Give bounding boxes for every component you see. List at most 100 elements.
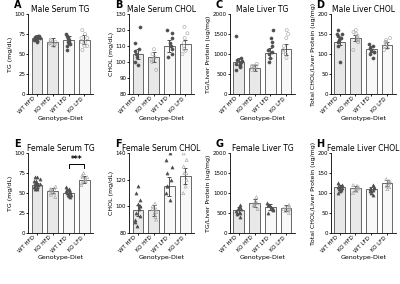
Bar (234, 210, 244, 233)
Point (52, 195, 58, 199)
Point (352, 28, 359, 32)
Point (133, 211, 139, 215)
Point (67, 41, 74, 46)
Point (134, 224, 140, 229)
Point (36, 177, 43, 181)
Point (367, 187, 373, 191)
Point (370, 193, 376, 197)
Point (267, 56, 274, 60)
Point (270, 208, 276, 212)
Point (52, 42, 58, 47)
Point (167, 151, 173, 156)
Point (150, 204, 156, 209)
Point (266, 52, 272, 56)
Point (335, 191, 342, 195)
Point (167, 197, 174, 202)
X-axis label: Genotype-Diet: Genotype-Diet (240, 116, 286, 121)
Point (254, 207, 261, 211)
Point (383, 40, 389, 44)
Point (168, 44, 174, 48)
Point (153, 207, 159, 211)
Bar (164, 46, 175, 221)
Point (78, 40, 85, 44)
Point (336, 38, 342, 42)
Point (386, 185, 392, 189)
Point (65, 36, 72, 40)
Point (339, 32, 345, 36)
Point (32, 183, 38, 187)
Point (250, 66, 257, 70)
Text: D: D (316, 0, 324, 10)
Point (137, 213, 144, 218)
Point (182, 49, 189, 53)
Point (164, 28, 170, 32)
Point (32, 175, 38, 179)
Point (135, 201, 141, 206)
Point (253, 64, 260, 68)
Y-axis label: Total CHOL/Liver Protein (ug/mg): Total CHOL/Liver Protein (ug/mg) (310, 2, 316, 106)
Point (82, 32, 88, 36)
Point (82, 179, 89, 183)
Point (370, 188, 376, 192)
Point (32, 181, 38, 185)
Point (67, 195, 73, 199)
Bar (249, 203, 260, 233)
Point (52, 185, 59, 189)
Point (181, 41, 187, 45)
Point (264, 201, 270, 205)
Point (132, 217, 138, 222)
Point (49, 189, 56, 194)
Point (132, 41, 138, 45)
Text: A: A (14, 0, 21, 10)
Point (335, 44, 342, 48)
Bar (366, 189, 376, 233)
Point (387, 36, 393, 40)
Point (370, 185, 377, 189)
Point (336, 187, 342, 191)
Point (164, 55, 171, 59)
Point (136, 25, 143, 29)
Point (64, 34, 70, 39)
Point (48, 193, 54, 197)
Point (33, 179, 39, 183)
Point (132, 60, 138, 64)
Text: B: B (115, 0, 122, 10)
Bar (132, 210, 143, 284)
Point (36, 34, 42, 39)
Point (51, 44, 57, 48)
Point (164, 184, 170, 189)
Point (237, 62, 243, 66)
Point (153, 209, 159, 214)
Point (336, 36, 343, 40)
Point (284, 28, 290, 32)
Point (234, 58, 240, 62)
Point (270, 28, 276, 32)
Point (366, 42, 372, 46)
Bar (382, 45, 392, 94)
Point (265, 48, 271, 52)
Point (368, 191, 375, 195)
Point (252, 199, 258, 203)
Point (337, 60, 344, 64)
Bar (382, 183, 392, 233)
Point (64, 44, 70, 48)
Point (152, 55, 158, 59)
Point (34, 175, 41, 179)
Point (265, 211, 272, 215)
Point (370, 56, 376, 60)
Point (350, 30, 357, 34)
Point (234, 211, 240, 215)
Point (148, 58, 155, 62)
Bar (132, 54, 143, 221)
Bar (180, 176, 190, 284)
Point (350, 183, 356, 187)
Point (136, 204, 143, 209)
Point (50, 191, 57, 195)
Point (135, 184, 141, 189)
Text: E: E (14, 139, 20, 149)
Point (180, 151, 187, 156)
Point (252, 68, 258, 72)
Point (382, 40, 389, 44)
Point (251, 203, 258, 207)
Point (66, 187, 72, 191)
